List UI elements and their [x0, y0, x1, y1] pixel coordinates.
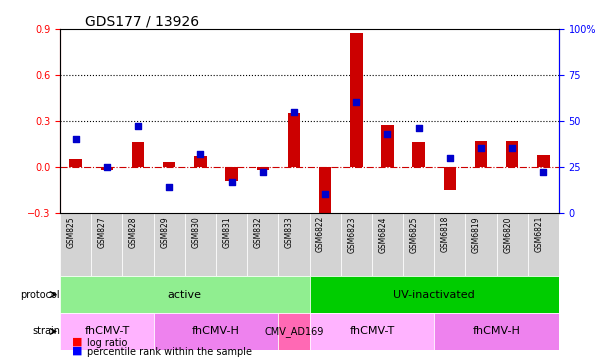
Bar — [506, 141, 519, 167]
FancyBboxPatch shape — [465, 213, 496, 276]
Text: GSM833: GSM833 — [285, 216, 294, 248]
Point — [414, 125, 424, 131]
Text: strain: strain — [32, 326, 60, 336]
Point — [289, 109, 299, 114]
Text: log ratio: log ratio — [87, 338, 127, 348]
Text: GSM831: GSM831 — [222, 216, 231, 248]
Point — [195, 151, 205, 157]
Text: GSM828: GSM828 — [129, 216, 138, 247]
FancyBboxPatch shape — [154, 213, 185, 276]
Bar — [132, 142, 144, 167]
Text: GSM6818: GSM6818 — [441, 216, 450, 252]
FancyBboxPatch shape — [310, 213, 341, 276]
FancyBboxPatch shape — [434, 313, 559, 350]
Text: active: active — [168, 290, 202, 300]
Point — [133, 124, 143, 129]
Text: GSM6822: GSM6822 — [316, 216, 325, 252]
Text: GSM832: GSM832 — [254, 216, 263, 248]
FancyBboxPatch shape — [496, 213, 528, 276]
FancyBboxPatch shape — [123, 213, 154, 276]
Text: UV-inactivated: UV-inactivated — [393, 290, 475, 300]
Point — [445, 155, 454, 160]
Text: ■: ■ — [72, 346, 82, 356]
Bar — [412, 142, 425, 167]
Bar — [194, 156, 207, 167]
FancyBboxPatch shape — [341, 213, 372, 276]
Point — [538, 170, 548, 175]
FancyBboxPatch shape — [60, 276, 310, 313]
Text: ■: ■ — [72, 337, 82, 347]
Bar — [475, 141, 487, 167]
Text: fhCMV-H: fhCMV-H — [192, 326, 240, 336]
Text: GDS177 / 13926: GDS177 / 13926 — [85, 15, 199, 29]
Bar — [288, 113, 300, 167]
FancyBboxPatch shape — [278, 313, 310, 350]
FancyBboxPatch shape — [434, 213, 465, 276]
FancyBboxPatch shape — [310, 276, 559, 313]
Text: GSM6825: GSM6825 — [410, 216, 419, 252]
Bar — [444, 167, 456, 190]
FancyBboxPatch shape — [247, 213, 278, 276]
Text: fhCMV-H: fhCMV-H — [472, 326, 520, 336]
Text: fhCMV-T: fhCMV-T — [349, 326, 394, 336]
FancyBboxPatch shape — [216, 213, 247, 276]
Bar — [319, 167, 331, 221]
Bar — [163, 162, 175, 167]
Point — [320, 192, 330, 197]
FancyBboxPatch shape — [185, 213, 216, 276]
Text: CMV_AD169: CMV_AD169 — [264, 326, 323, 337]
Point — [165, 184, 174, 190]
FancyBboxPatch shape — [278, 213, 310, 276]
Bar — [225, 167, 238, 181]
Text: GSM829: GSM829 — [160, 216, 169, 248]
Point — [258, 170, 267, 175]
FancyBboxPatch shape — [372, 213, 403, 276]
Text: GSM825: GSM825 — [67, 216, 76, 248]
Bar — [537, 155, 549, 167]
FancyBboxPatch shape — [60, 313, 154, 350]
Point — [227, 179, 236, 185]
FancyBboxPatch shape — [528, 213, 559, 276]
FancyBboxPatch shape — [60, 213, 91, 276]
Text: GSM6824: GSM6824 — [379, 216, 388, 252]
FancyBboxPatch shape — [154, 313, 278, 350]
Text: fhCMV-T: fhCMV-T — [84, 326, 129, 336]
Text: GSM6821: GSM6821 — [534, 216, 543, 252]
Text: GSM830: GSM830 — [191, 216, 200, 248]
Text: GSM6820: GSM6820 — [503, 216, 512, 252]
Text: percentile rank within the sample: percentile rank within the sample — [87, 347, 252, 357]
FancyBboxPatch shape — [403, 213, 434, 276]
Point — [507, 146, 517, 151]
Point — [71, 136, 81, 142]
Bar — [381, 125, 394, 167]
Point — [102, 164, 112, 170]
Text: GSM6823: GSM6823 — [347, 216, 356, 252]
Point — [476, 146, 486, 151]
FancyBboxPatch shape — [91, 213, 123, 276]
Text: GSM827: GSM827 — [98, 216, 107, 248]
Text: GSM6819: GSM6819 — [472, 216, 481, 252]
FancyBboxPatch shape — [310, 313, 434, 350]
Bar — [257, 167, 269, 170]
Bar — [70, 159, 82, 167]
Bar — [350, 33, 362, 167]
Point — [352, 100, 361, 105]
Text: protocol: protocol — [20, 290, 60, 300]
Bar — [100, 167, 113, 170]
Point — [383, 131, 392, 136]
